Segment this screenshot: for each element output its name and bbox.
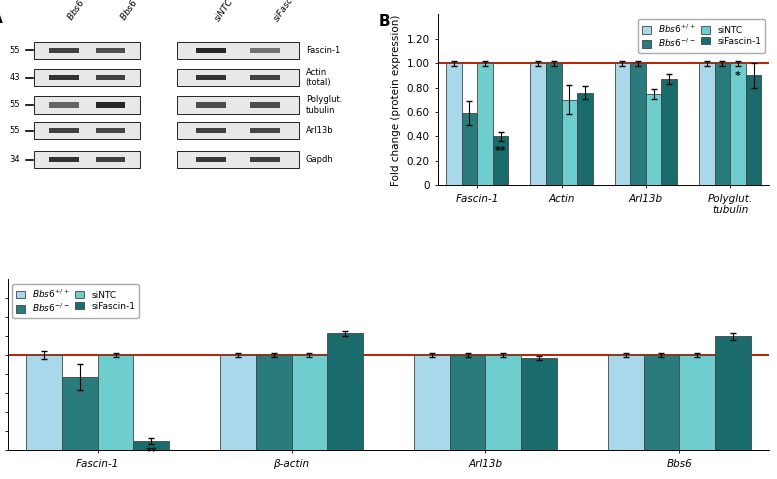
Text: 55: 55: [9, 101, 20, 110]
Bar: [250, 157, 280, 162]
Bar: [196, 102, 226, 108]
Bar: [630, 63, 646, 185]
Legend: $Bbs6^{+/+}$, $Bbs6^{-/-}$, siNTC, siFascin-1: $Bbs6^{+/+}$, $Bbs6^{-/-}$, siNTC, siFas…: [12, 284, 139, 318]
Text: A: A: [0, 11, 3, 26]
Bar: [486, 355, 521, 450]
Text: 43: 43: [9, 73, 20, 82]
Text: 55: 55: [9, 46, 20, 55]
Bar: [646, 94, 661, 185]
Text: $Bbs6^{+/+}$: $Bbs6^{+/+}$: [64, 0, 96, 23]
Y-axis label: Fold change (protein expression): Fold change (protein expression): [391, 14, 401, 185]
Bar: [661, 79, 677, 185]
Text: siNTC: siNTC: [213, 0, 235, 23]
Bar: [49, 157, 78, 162]
Bar: [608, 355, 643, 450]
Bar: [34, 69, 140, 86]
Bar: [34, 122, 140, 139]
Bar: [250, 102, 280, 108]
Bar: [256, 355, 291, 450]
Bar: [250, 128, 280, 133]
Bar: [176, 122, 299, 139]
Legend: $Bbs6^{+/+}$, $Bbs6^{-/-}$, siNTC, siFascin-1: $Bbs6^{+/+}$, $Bbs6^{-/-}$, siNTC, siFas…: [638, 19, 765, 53]
Text: 55: 55: [9, 126, 20, 135]
Bar: [477, 63, 493, 185]
Bar: [98, 355, 134, 450]
Bar: [34, 42, 140, 59]
Bar: [96, 102, 125, 108]
Bar: [250, 47, 280, 53]
Bar: [61, 377, 98, 450]
Bar: [446, 63, 462, 185]
Text: *: *: [735, 70, 741, 80]
Bar: [746, 75, 761, 185]
Bar: [96, 47, 125, 53]
Bar: [49, 128, 78, 133]
Text: Actin
(total): Actin (total): [305, 68, 331, 87]
Text: Gapdh: Gapdh: [305, 155, 333, 164]
Bar: [176, 69, 299, 86]
Bar: [250, 75, 280, 80]
Bar: [327, 333, 364, 450]
Bar: [34, 151, 140, 168]
Bar: [699, 63, 715, 185]
Bar: [220, 355, 256, 450]
Text: Fascin-1: Fascin-1: [305, 46, 340, 55]
Bar: [49, 102, 78, 108]
Bar: [450, 355, 486, 450]
Bar: [679, 355, 716, 450]
Bar: [562, 100, 577, 185]
Bar: [196, 47, 226, 53]
Bar: [716, 336, 751, 450]
Bar: [96, 75, 125, 80]
Text: 34: 34: [9, 155, 20, 164]
Bar: [26, 355, 61, 450]
Bar: [291, 355, 327, 450]
Bar: [643, 355, 679, 450]
Text: **: **: [145, 447, 157, 457]
Bar: [49, 47, 78, 53]
Bar: [730, 63, 746, 185]
Bar: [96, 157, 125, 162]
Bar: [521, 358, 557, 450]
Text: B: B: [378, 14, 390, 29]
Bar: [49, 75, 78, 80]
Bar: [715, 63, 730, 185]
Bar: [530, 63, 546, 185]
Bar: [196, 128, 226, 133]
Bar: [462, 113, 477, 185]
Text: **: **: [495, 146, 507, 156]
Bar: [176, 96, 299, 114]
Bar: [196, 157, 226, 162]
Bar: [176, 151, 299, 168]
Text: siFascin-1: siFascin-1: [273, 0, 305, 23]
Bar: [615, 63, 630, 185]
Bar: [134, 441, 169, 450]
Bar: [196, 75, 226, 80]
Bar: [96, 128, 125, 133]
Bar: [546, 63, 562, 185]
Text: Arl13b: Arl13b: [305, 126, 333, 135]
Bar: [34, 96, 140, 114]
Bar: [577, 92, 593, 185]
Bar: [176, 42, 299, 59]
Bar: [493, 137, 508, 185]
Text: Polyglut.
tubulin: Polyglut. tubulin: [305, 95, 342, 114]
Bar: [413, 355, 450, 450]
Text: $Bbs6^{-/-}$: $Bbs6^{-/-}$: [117, 0, 148, 23]
